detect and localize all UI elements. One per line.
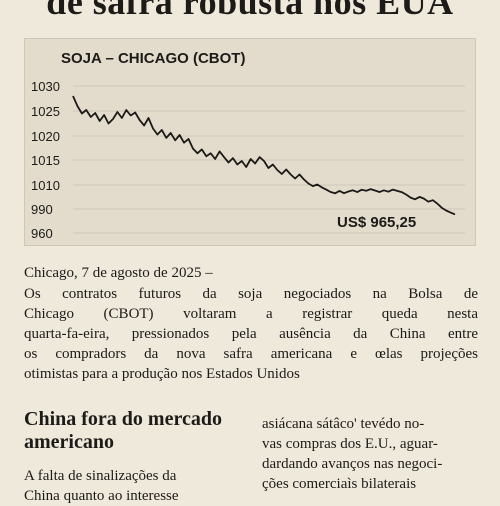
right-column-line: asiácana sátâco' tevédo no- bbox=[262, 416, 425, 432]
y-tick-label: 1025 bbox=[31, 104, 60, 119]
lead-line: os compradors da nova safra americana e … bbox=[24, 346, 478, 362]
y-tick-label: 1010 bbox=[31, 178, 60, 193]
article-headline: de safra robusta nos EUA bbox=[46, 0, 454, 22]
price-chart-svg: SOJA – CHICAGO (CBOT) 1030 1025 1020 1015 10… bbox=[31, 50, 465, 241]
lead-line: Os contratos futuros da soja negociados … bbox=[24, 286, 478, 302]
left-column-line: China quanto ao interesse bbox=[24, 488, 179, 504]
body-column-right: asiácana sátâco' tevédo no-vas compras d… bbox=[262, 414, 476, 494]
right-column-line: dardando avanços nas negoci- bbox=[262, 456, 443, 472]
price-line bbox=[72, 95, 456, 216]
right-column-line: ções comerciaìs bilaterais bbox=[262, 476, 417, 492]
y-tick-label: 960 bbox=[31, 226, 53, 241]
y-tick-label: 990 bbox=[31, 202, 53, 217]
y-tick-label: 1015 bbox=[31, 153, 60, 168]
left-column-line: A falta de sinalizações da bbox=[24, 468, 177, 484]
section-subhead: China fora do mercado americano bbox=[24, 408, 222, 453]
article-dateline: Chicago, 7 de agosto de 2025 – bbox=[24, 265, 213, 281]
price-annotation: US$ 965,25 bbox=[337, 214, 416, 231]
lead-line: quarta-fa-eira, pressionados pela ausênc… bbox=[24, 326, 478, 342]
right-column-line: vas compras dos E.U., aguar- bbox=[262, 436, 438, 452]
y-tick-label: 1030 bbox=[31, 79, 60, 94]
chart-title: SOJA – CHICAGO (CBOT) bbox=[61, 50, 245, 67]
y-tick-label: 1020 bbox=[31, 129, 60, 144]
lead-line: otimistas para a produção nos Estados Un… bbox=[24, 366, 300, 382]
lead-line: Chicago (CBOT) voltaram a registrar qued… bbox=[24, 306, 478, 322]
price-chart: SOJA – CHICAGO (CBOT) 1030 1025 1020 1015 10… bbox=[24, 38, 476, 246]
body-column-left: A falta de sinalizações da China quanto a… bbox=[24, 466, 246, 506]
article-lead: Os contratos futuros da soja negociados … bbox=[24, 284, 478, 384]
